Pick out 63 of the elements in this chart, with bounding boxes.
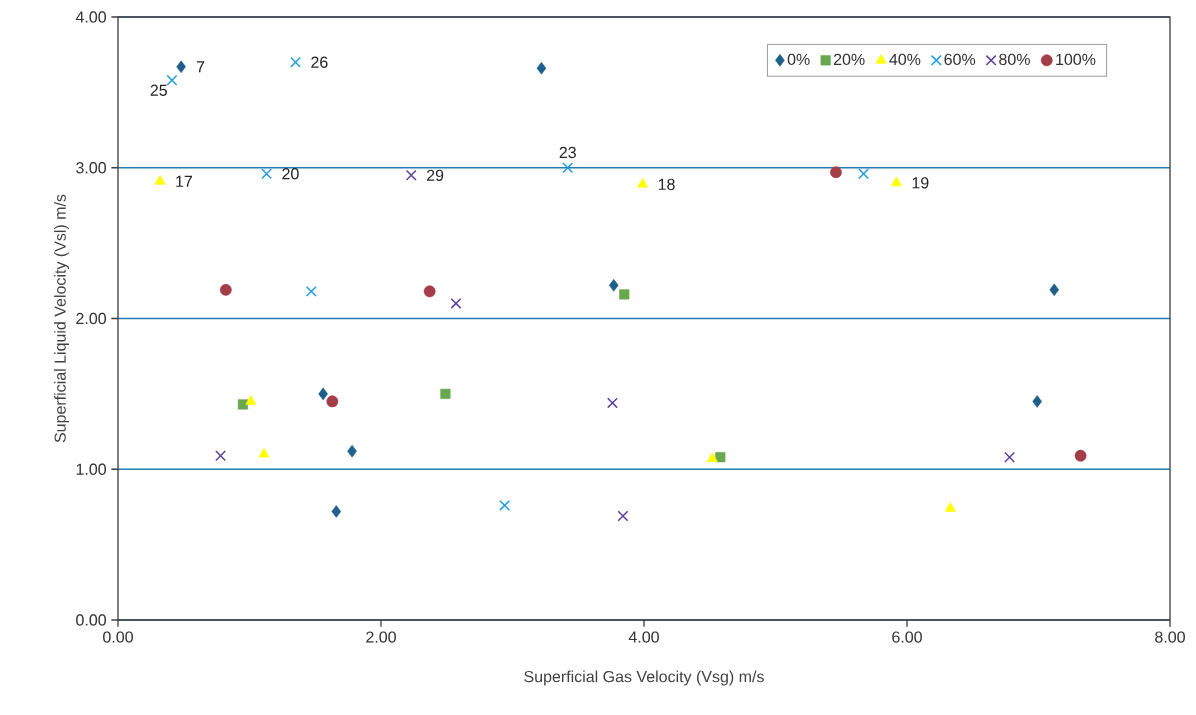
x-axis-title: Superficial Gas Velocity (Vsg) m/s	[524, 670, 764, 686]
point	[1004, 451, 1016, 463]
point	[261, 168, 273, 180]
point	[423, 285, 436, 298]
annotation: 25	[150, 84, 167, 96]
point	[637, 178, 649, 188]
y-tick-label: 4.00	[75, 11, 107, 23]
legend-label: 40%	[889, 53, 921, 66]
point	[608, 279, 619, 292]
y-tick-label: 3.00	[76, 162, 107, 174]
point	[318, 387, 328, 401]
point	[326, 395, 339, 408]
point	[1032, 395, 1042, 408]
annotation: 26	[311, 56, 328, 68]
point	[331, 505, 342, 518]
annotation: 7	[196, 61, 205, 73]
annotation: 20	[282, 168, 299, 180]
legend-label: 20%	[833, 53, 865, 66]
point	[258, 447, 270, 458]
x-tick-label: 6.00	[892, 631, 922, 643]
point	[619, 289, 630, 300]
y-axis-title: Superficial Liquid Velocity (Vsl) m/s	[54, 194, 69, 443]
x-tick-label: 8.00	[1155, 631, 1185, 643]
annotation: 19	[912, 177, 929, 189]
legend-label: 100%	[1056, 53, 1096, 66]
point	[715, 452, 726, 463]
y-tick-label: 0.00	[76, 614, 107, 626]
legend-label: 80%	[999, 53, 1030, 66]
point	[405, 169, 417, 181]
x-tick-label: 0.00	[103, 631, 133, 643]
point	[440, 388, 451, 399]
point	[1049, 283, 1060, 297]
annotation: 18	[658, 178, 675, 190]
point	[215, 450, 227, 462]
point	[830, 166, 842, 179]
point	[219, 283, 232, 296]
point	[944, 502, 956, 512]
annotation: 29	[426, 169, 444, 181]
y-tick-label: 2.00	[76, 312, 107, 325]
point	[858, 168, 870, 180]
point	[499, 499, 511, 511]
legend-label: 0%	[787, 53, 810, 66]
point	[617, 510, 629, 522]
y-tick-label: 1.00	[76, 463, 107, 475]
legend-label: 60%	[944, 53, 976, 66]
point	[606, 397, 618, 409]
point	[536, 61, 547, 75]
point	[450, 297, 462, 309]
point	[562, 162, 574, 174]
x-tick-label: 4.00	[628, 631, 659, 643]
point	[706, 452, 718, 462]
annotation: 17	[176, 175, 192, 187]
x-tick-label: 2.00	[366, 631, 396, 643]
point	[154, 175, 166, 185]
annotation: 23	[559, 146, 576, 159]
point	[305, 285, 317, 297]
point	[166, 74, 178, 86]
point	[245, 395, 257, 405]
point	[1074, 449, 1087, 462]
point	[290, 56, 301, 68]
point	[891, 176, 902, 187]
point	[347, 444, 357, 458]
point	[176, 60, 186, 74]
